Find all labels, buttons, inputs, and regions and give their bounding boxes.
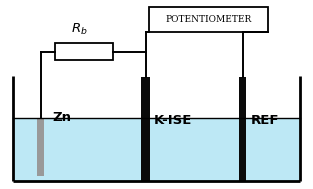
Bar: [13, 118, 300, 181]
Text: POTENTIOMETER: POTENTIOMETER: [165, 15, 251, 24]
Text: Zn: Zn: [53, 111, 72, 124]
Text: $R_b$: $R_b$: [71, 22, 87, 37]
Bar: [149, 7, 268, 32]
Text: REF: REF: [250, 114, 279, 126]
Bar: [239, 77, 246, 181]
Text: K-ISE: K-ISE: [153, 114, 192, 126]
Bar: [141, 77, 150, 181]
Bar: [37, 118, 44, 176]
Bar: [55, 43, 113, 60]
